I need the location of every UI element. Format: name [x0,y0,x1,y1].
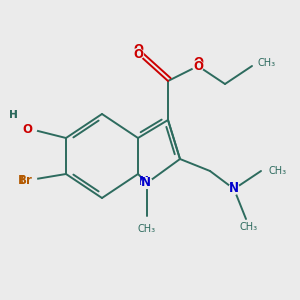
Text: O: O [23,122,33,136]
Text: O: O [193,59,203,73]
Circle shape [193,61,203,71]
Text: N: N [140,176,151,189]
Circle shape [229,184,239,194]
Text: CH₃: CH₃ [240,222,258,232]
Text: N: N [229,181,239,194]
Circle shape [23,122,37,136]
Text: Br: Br [18,173,33,187]
Text: O: O [133,47,143,61]
Text: CH₃: CH₃ [138,224,156,233]
Text: Br: Br [20,173,34,187]
Circle shape [142,178,152,188]
Text: O: O [22,122,32,136]
Text: O: O [193,56,203,69]
Text: CH₃: CH₃ [258,58,276,68]
Text: H: H [9,110,18,121]
Text: N: N [229,182,239,196]
Text: O: O [133,43,143,56]
Text: H: H [9,110,18,121]
Circle shape [133,49,143,59]
Text: N: N [139,175,149,188]
Text: CH₃: CH₃ [268,166,286,176]
Circle shape [23,173,37,187]
